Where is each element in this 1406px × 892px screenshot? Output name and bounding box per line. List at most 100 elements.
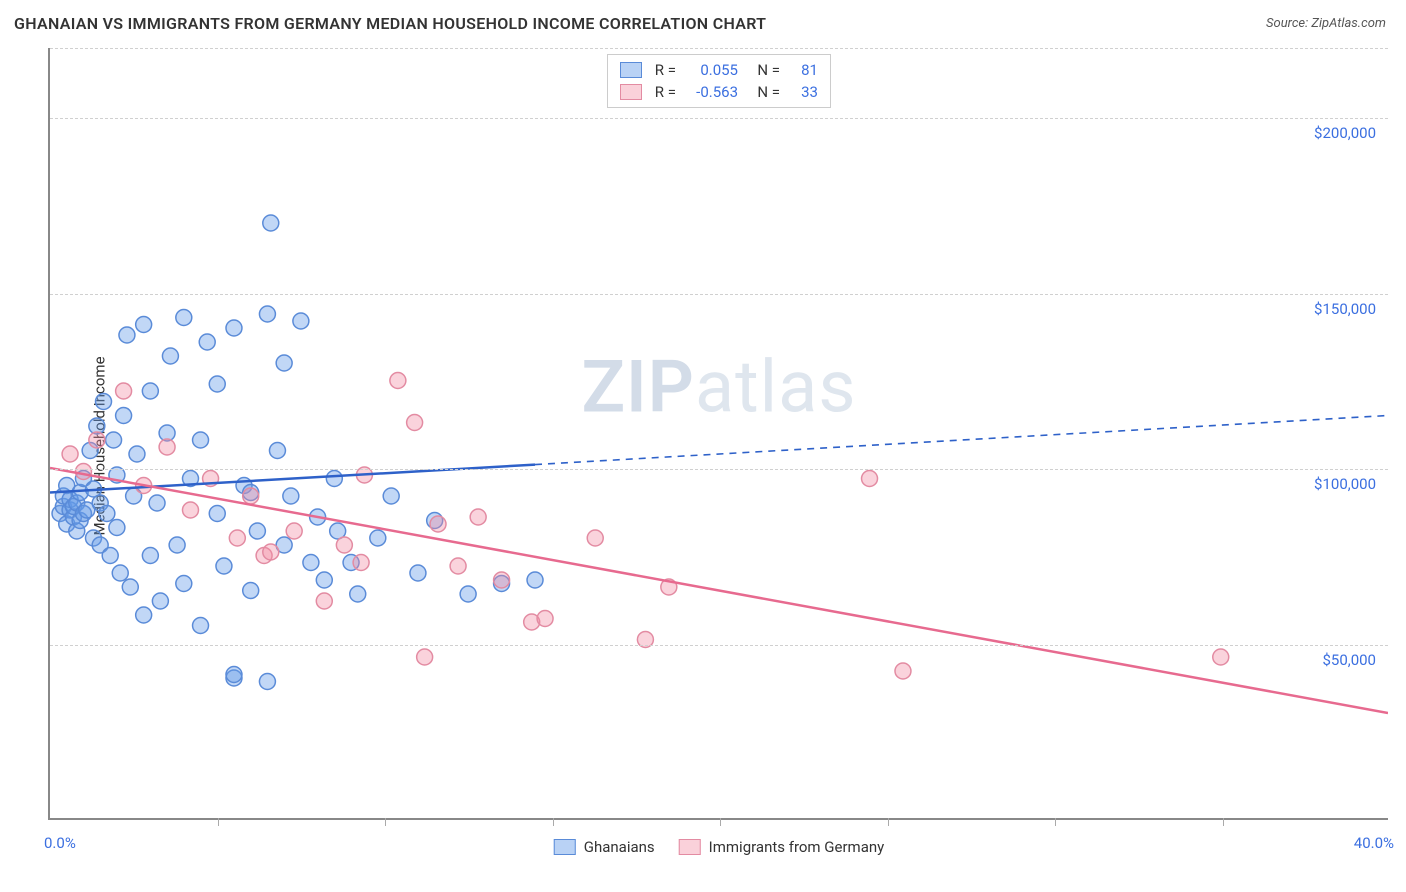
legend-item-2: Immigrants from Germany <box>679 838 885 856</box>
data-point <box>209 506 225 522</box>
data-point <box>136 317 152 333</box>
gridline-h <box>50 645 1388 646</box>
data-point <box>383 488 399 504</box>
chart-title: GHANAIAN VS IMMIGRANTS FROM GERMANY MEDI… <box>14 14 766 33</box>
data-point <box>269 443 285 459</box>
y-tick-label: $200,000 <box>1314 124 1376 142</box>
data-point <box>430 516 446 532</box>
data-point <box>316 593 332 609</box>
gridline-h <box>50 469 1388 470</box>
data-point <box>286 523 302 539</box>
data-point <box>249 523 265 539</box>
x-tick <box>720 818 721 826</box>
data-point <box>259 306 275 322</box>
data-point <box>263 215 279 231</box>
data-point <box>149 495 165 511</box>
data-point <box>263 544 279 560</box>
x-tick <box>1223 818 1224 826</box>
data-point <box>122 579 138 595</box>
data-point <box>99 506 115 522</box>
y-tick-label: $50,000 <box>1322 651 1376 669</box>
data-point <box>370 530 386 546</box>
data-point <box>537 611 553 627</box>
data-point <box>293 313 309 329</box>
y-tick-label: $150,000 <box>1314 300 1376 318</box>
data-point <box>410 565 426 581</box>
series-legend: Ghanaians Immigrants from Germany <box>554 838 885 856</box>
data-point <box>142 383 158 399</box>
data-point <box>112 565 128 581</box>
gridline-h <box>50 118 1388 119</box>
data-point <box>259 674 275 690</box>
plot-area: ZIPatlas R = 0.055 N = 81 R = -0.563 N =… <box>48 48 1388 820</box>
n-label: N = <box>752 61 780 79</box>
r-label: R = <box>648 83 676 101</box>
swatch-icon <box>620 62 642 78</box>
data-point <box>527 572 543 588</box>
legend-item-1: Ghanaians <box>554 838 655 856</box>
stats-legend: R = 0.055 N = 81 R = -0.563 N = 33 <box>607 54 831 108</box>
stats-row-2: R = -0.563 N = 33 <box>620 81 818 103</box>
data-point <box>862 471 878 487</box>
data-point <box>470 509 486 525</box>
x-min-label: 0.0% <box>44 834 76 852</box>
data-point <box>226 320 242 336</box>
data-point <box>183 502 199 518</box>
data-point <box>169 537 185 553</box>
data-point <box>152 593 168 609</box>
r-value-1: 0.055 <box>682 61 738 79</box>
x-tick <box>385 818 386 826</box>
data-point <box>390 373 406 389</box>
data-point <box>136 607 152 623</box>
data-point <box>283 488 299 504</box>
data-point <box>176 310 192 326</box>
data-point <box>316 572 332 588</box>
gridline-h <box>50 294 1388 295</box>
data-point <box>303 555 319 571</box>
data-point <box>116 383 132 399</box>
regression-line-extrapolated <box>535 416 1388 465</box>
x-tick <box>1055 818 1056 826</box>
data-point <box>276 355 292 371</box>
source-attribution: Source: ZipAtlas.com <box>1266 16 1386 31</box>
data-point <box>96 394 112 410</box>
legend-label-2: Immigrants from Germany <box>709 838 885 856</box>
data-point <box>243 583 259 599</box>
data-point <box>142 548 158 564</box>
data-point <box>109 520 125 536</box>
data-point <box>243 488 259 504</box>
data-point <box>116 408 132 424</box>
data-point <box>199 334 215 350</box>
swatch-icon <box>679 839 701 855</box>
swatch-icon <box>620 84 642 100</box>
data-point <box>587 530 603 546</box>
n-value-1: 81 <box>786 61 818 79</box>
data-point <box>895 663 911 679</box>
data-point <box>106 432 122 448</box>
data-point <box>129 446 145 462</box>
swatch-icon <box>554 839 576 855</box>
data-point <box>176 576 192 592</box>
data-point <box>450 558 466 574</box>
data-point <box>336 537 352 553</box>
x-tick <box>888 818 889 826</box>
x-tick <box>218 818 219 826</box>
data-point <box>102 548 118 564</box>
x-max-label: 40.0% <box>1354 834 1394 852</box>
legend-label-1: Ghanaians <box>584 838 655 856</box>
y-tick-label: $100,000 <box>1314 475 1376 493</box>
data-point <box>162 348 178 364</box>
n-label: N = <box>752 83 780 101</box>
data-point <box>75 464 91 480</box>
data-point <box>326 471 342 487</box>
stats-row-1: R = 0.055 N = 81 <box>620 59 818 81</box>
data-point <box>193 618 209 634</box>
data-point <box>193 432 209 448</box>
r-value-2: -0.563 <box>682 83 738 101</box>
data-point <box>353 555 369 571</box>
r-label: R = <box>648 61 676 79</box>
data-point <box>494 572 510 588</box>
data-point <box>460 586 476 602</box>
data-point <box>407 415 423 431</box>
data-point <box>119 327 135 343</box>
